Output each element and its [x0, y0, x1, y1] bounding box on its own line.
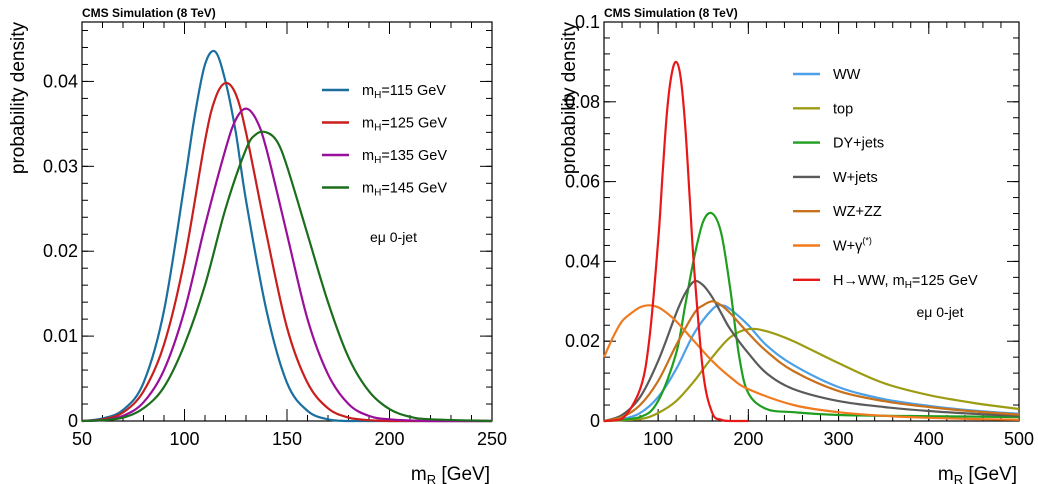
series-line-3 — [603, 279, 1020, 423]
legend-label-rest: =125 GeV — [912, 273, 978, 289]
y-tick-label: 0.02 — [565, 331, 600, 351]
legend-label-main: m — [362, 181, 374, 197]
legend-label-sub: H — [905, 280, 912, 291]
legend-label-sup: (*) — [862, 236, 872, 246]
x-axis-title-unit: [GeV] — [436, 464, 490, 484]
legend-label-sub: H — [374, 188, 381, 199]
legend-label-main: W+jets — [833, 170, 878, 186]
legend-label-main: m — [362, 148, 374, 164]
chart-header: CMS Simulation (8 TeV) — [82, 6, 216, 20]
series-line-3 — [81, 130, 493, 423]
chart-header: CMS Simulation (8 TeV) — [604, 6, 738, 20]
plot-frame — [603, 21, 1020, 422]
series-line-1 — [81, 81, 492, 423]
legend-label-sub: H — [374, 123, 381, 134]
y-tick-label: 0 — [68, 411, 78, 431]
series-line-0 — [81, 49, 492, 423]
y-tick-label: 0.1 — [575, 12, 600, 32]
legend-label-1: mH=125 GeV — [362, 116, 447, 134]
x-axis-title-unit: [GeV] — [963, 464, 1017, 484]
x-tick-label: 200 — [374, 429, 404, 449]
series-line-4 — [603, 300, 1020, 423]
legend-label-sub: H — [374, 90, 381, 101]
y-axis-title: probability density — [8, 22, 29, 175]
legend-label-0: mH=115 GeV — [362, 83, 446, 101]
x-tick-label: 100 — [643, 429, 673, 449]
legend-label-1: top — [833, 101, 853, 117]
series-line-2 — [81, 107, 492, 423]
y-tick-label: 0.04 — [565, 251, 600, 271]
legend-label-4: WZ+ZZ — [833, 204, 882, 220]
legend-label-2: DY+jets — [833, 136, 884, 152]
legend-label-rest: =125 GeV — [381, 116, 447, 132]
legend-label-main: H→WW, m — [833, 273, 905, 289]
channel-annotation: eμ 0-jet — [370, 229, 417, 245]
x-axis-title-sub: R — [427, 472, 436, 484]
legend-label-main: W+γ — [833, 239, 863, 255]
x-tick-label: 400 — [914, 429, 944, 449]
series-line-2 — [603, 211, 1020, 423]
legend-label-2: mH=135 GeV — [362, 148, 447, 166]
x-axis-title-sub: R — [954, 472, 963, 484]
x-axis-title: mR [GeV] — [938, 464, 1017, 484]
y-axis-title: probability density — [559, 22, 580, 175]
legend-label-0: WW — [833, 67, 861, 83]
x-axis-title-main: m — [938, 464, 954, 484]
x-tick-label: 100 — [169, 429, 199, 449]
y-tick-label: 0.08 — [565, 92, 600, 112]
x-tick-label: 250 — [477, 429, 507, 449]
y-tick-label: 0.03 — [43, 156, 78, 176]
y-tick-label: 0.02 — [43, 241, 78, 261]
legend-label-main: DY+jets — [833, 136, 884, 152]
series-line-5 — [602, 304, 1020, 421]
legend-label-6: H→WW, mH=125 GeV — [833, 273, 978, 291]
y-tick-label: 0.06 — [565, 172, 600, 192]
x-tick-label: 500 — [1004, 429, 1034, 449]
x-tick-label: 50 — [72, 429, 92, 449]
legend-label-main: WZ+ZZ — [833, 204, 882, 220]
legend-label-sub: H — [374, 155, 381, 166]
series-group — [602, 60, 1020, 423]
legend-label-3: W+jets — [833, 170, 878, 186]
legend-label-rest: =115 GeV — [381, 83, 446, 99]
legend-label-main: m — [362, 116, 374, 132]
x-tick-label: 200 — [733, 429, 763, 449]
left-chart-panel: CMS Simulation (8 TeV) 0 0.01 0.02 0.03 0.04 5… — [8, 6, 507, 484]
legend-label-rest: =145 GeV — [381, 181, 447, 197]
series-line-0 — [603, 304, 1020, 423]
legend-label-3: mH=145 GeV — [362, 181, 447, 199]
y-tick-label: 0.04 — [43, 71, 78, 91]
series-line-1 — [603, 327, 1020, 423]
legend-label-main: top — [833, 101, 853, 117]
right-chart-panel: CMS Simulation (8 TeV) 0 0.02 0.04 0.06 0.08 0… — [559, 6, 1034, 484]
y-tick-label: 0.01 — [43, 326, 78, 346]
series-group — [81, 49, 493, 423]
legend-label-main: m — [362, 83, 374, 99]
x-tick-label: 300 — [824, 429, 854, 449]
legend-label-5: W+γ(*) — [833, 236, 872, 255]
plot-frame — [81, 21, 493, 422]
x-tick-label: 150 — [272, 429, 302, 449]
x-axis-title: mR [GeV] — [411, 464, 490, 484]
legend-label-main: WW — [833, 67, 861, 83]
y-tick-label: 0 — [590, 411, 600, 431]
series-line-6 — [603, 60, 749, 423]
legend-label-rest: =135 GeV — [381, 148, 447, 164]
x-axis-title-main: m — [411, 464, 427, 484]
channel-annotation: eμ 0-jet — [917, 304, 964, 320]
